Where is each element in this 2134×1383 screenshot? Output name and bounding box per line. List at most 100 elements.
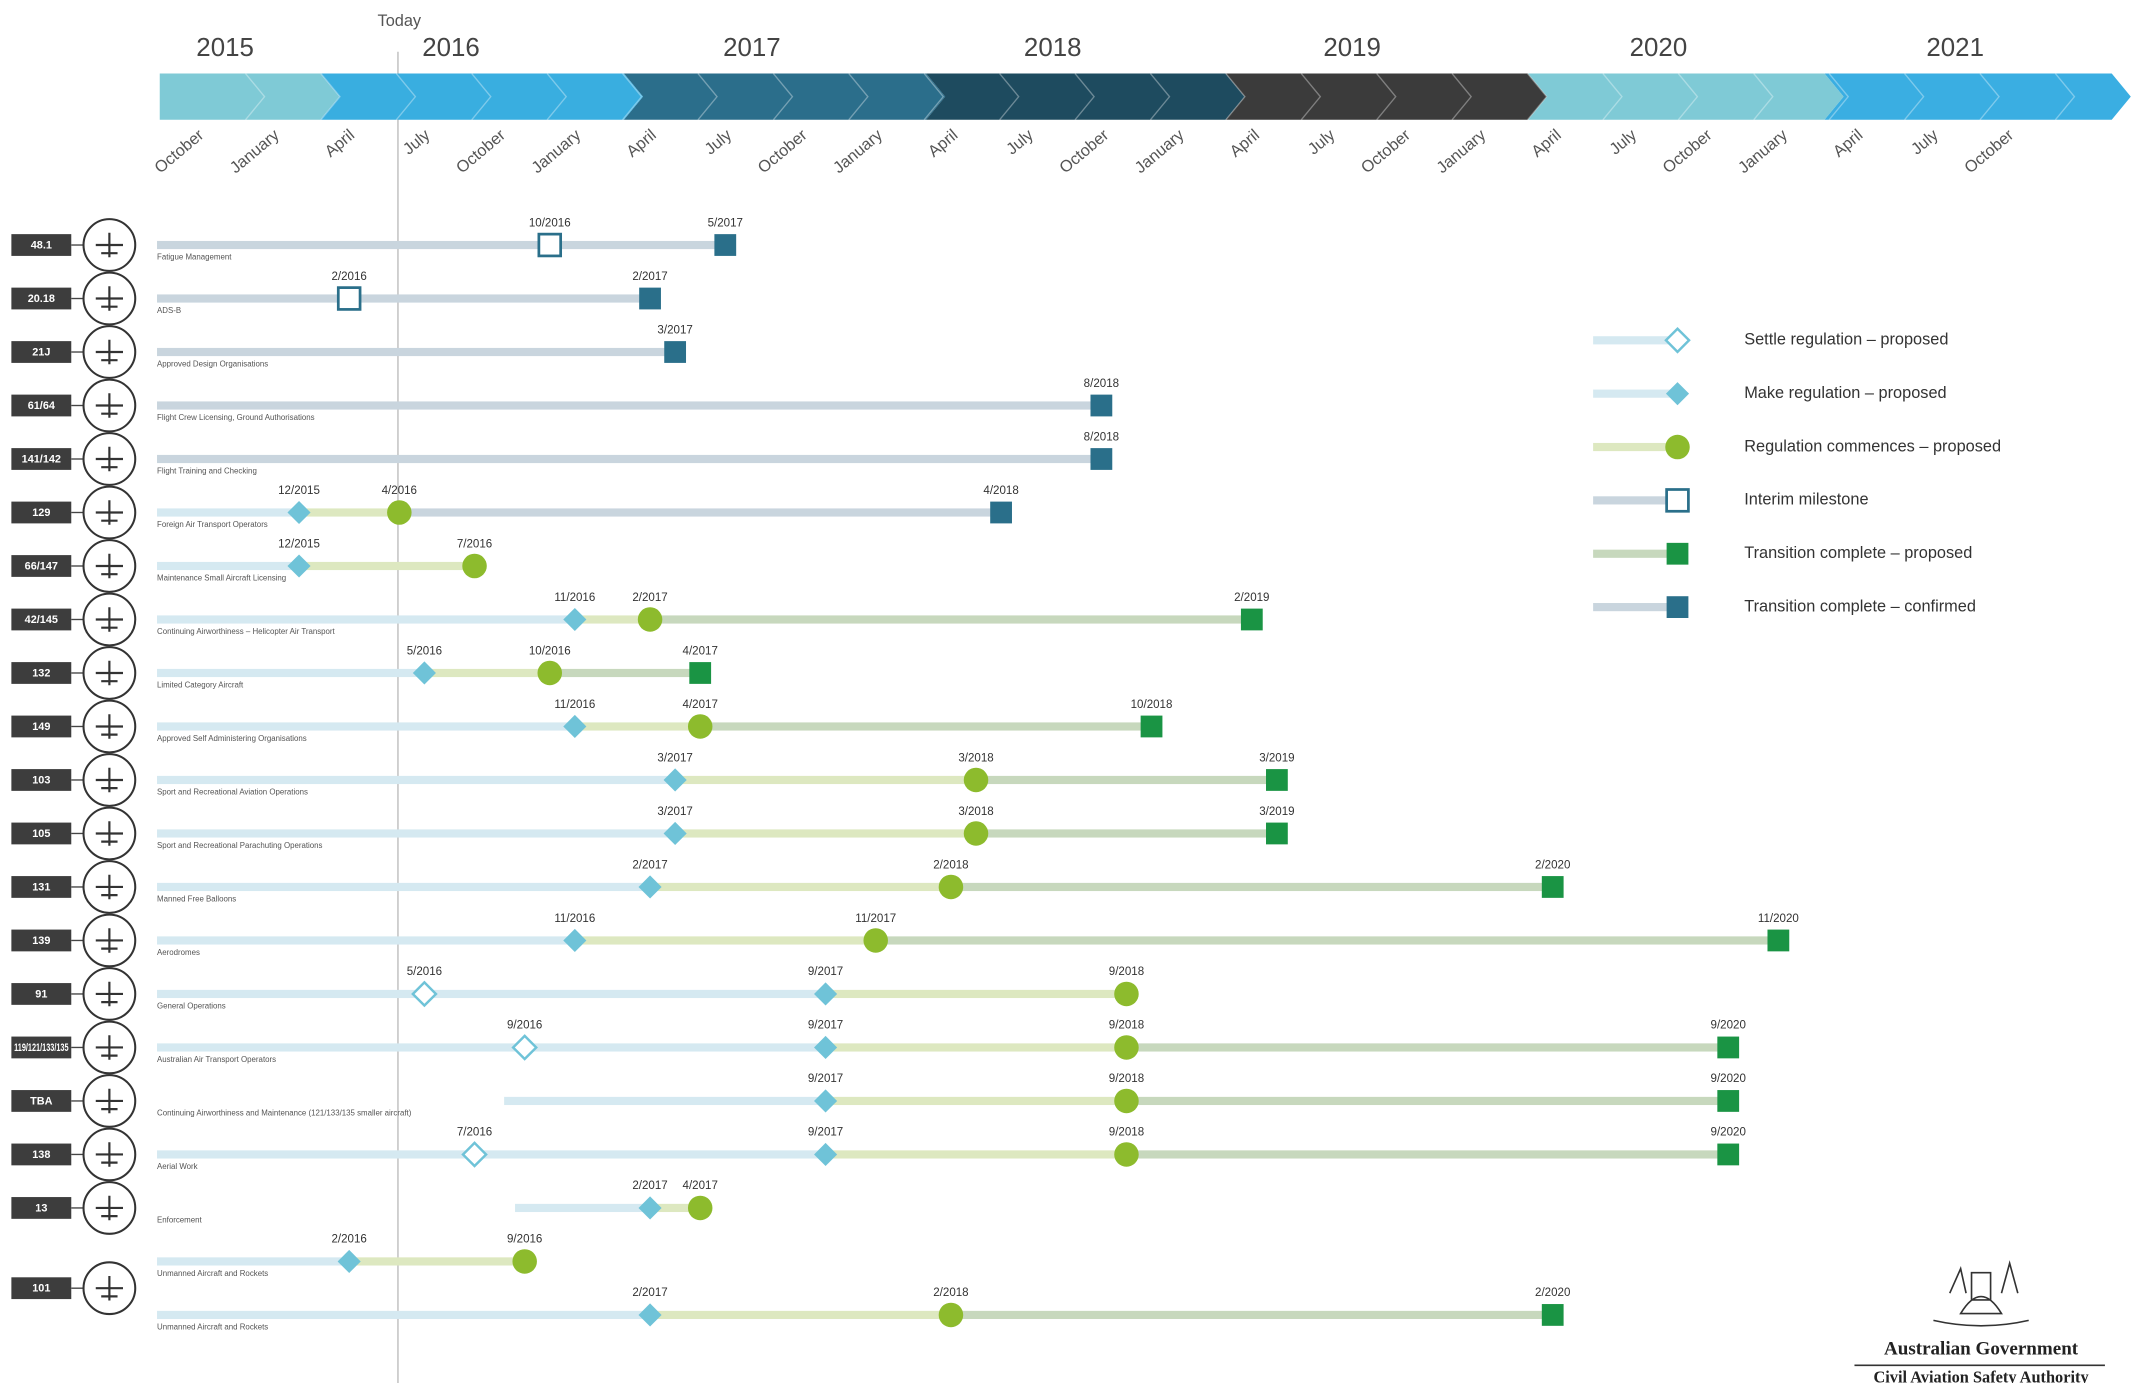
month-label: October [151, 126, 207, 177]
transition-confirmed-marker [714, 234, 737, 256]
bar-segment [157, 1310, 651, 1320]
make-marker [814, 1035, 838, 1060]
milestone-date: 9/2020 [1711, 1020, 1746, 1032]
milestone-date: 7/2016 [457, 1127, 492, 1139]
bar-description: Sport and Recreational Aviation Operatio… [157, 787, 308, 796]
milestone-date: 9/2017 [808, 966, 843, 978]
band-chevron [1300, 73, 1322, 121]
make-marker [337, 1249, 361, 1273]
make-marker [814, 982, 838, 1006]
milestone-date: 11/2016 [554, 592, 595, 604]
transition-confirmed-marker [639, 287, 661, 310]
make-marker [814, 1089, 838, 1113]
settle-marker [411, 980, 438, 1008]
band-segment [159, 73, 340, 120]
regulation-row: 149 Approved Self Administering Organisat… [11, 699, 1172, 754]
transition-proposed-marker [1140, 715, 1163, 738]
band-chevron [1526, 73, 1548, 121]
milestone-date: 11/2016 [554, 699, 595, 711]
band-segment [1824, 73, 2131, 120]
code-label: 48.1 [31, 240, 52, 252]
code-box [11, 822, 72, 845]
legend-label: Regulation commences – proposed [1744, 437, 2001, 455]
make-marker [638, 1303, 662, 1327]
bar-segment [825, 1096, 1127, 1106]
bar-segment [574, 615, 651, 624]
commence-marker [537, 660, 563, 686]
regulation-row: 129 Foreign Air Transport Operators 12/201… [11, 485, 1019, 540]
milestone-date: 2/2017 [632, 1287, 667, 1299]
bar-segment [1126, 1096, 1729, 1106]
month-label: October [755, 126, 811, 177]
settle-marker [511, 1034, 538, 1061]
code-box [11, 1197, 72, 1219]
band-chevron [999, 73, 1020, 121]
bar-segment [650, 615, 1252, 624]
bar-segment [825, 1150, 1127, 1159]
band-chevron [923, 73, 945, 121]
bar-description: Aerodromes [157, 948, 200, 957]
code-label: 21J [32, 347, 50, 359]
milestone-date: 5/2016 [407, 645, 442, 657]
milestone-date: 9/2018 [1109, 966, 1144, 978]
band-chevron [244, 73, 266, 121]
commence-marker [512, 1249, 537, 1274]
band-chevron [1753, 73, 1774, 121]
milestone-date: 3/2019 [1259, 806, 1294, 818]
code-box [11, 929, 72, 952]
code-box [11, 876, 72, 898]
transition-proposed-marker [1240, 608, 1263, 631]
code-box [11, 287, 72, 310]
bar-segment [157, 829, 676, 838]
commence-marker [963, 767, 989, 793]
code-label: 42/145 [25, 614, 58, 626]
code-box [11, 662, 72, 684]
regulation-row: 131 Manned Free Balloons 2/2017 2/2018 2/202… [11, 859, 1570, 914]
bar-segment [675, 775, 977, 785]
band-segment [623, 73, 946, 120]
band-segment [320, 73, 643, 120]
milestone-date: 9/2016 [507, 1234, 542, 1246]
row-icon-glyph [95, 393, 123, 418]
bar-segment [157, 722, 575, 731]
bar-segment [524, 1043, 826, 1052]
milestone-date: 2/2020 [1535, 1287, 1570, 1299]
bar-segment [299, 561, 475, 571]
legend-marker [1665, 434, 1690, 460]
bar-segment [157, 240, 550, 250]
legend-label: Make regulation – proposed [1744, 384, 1946, 402]
code-label: 132 [32, 668, 50, 680]
row-icon-glyph [95, 1088, 123, 1114]
milestone-date: 2/2017 [632, 1180, 667, 1192]
code-label: 119/121/133/135 [14, 1042, 68, 1054]
bar-description: Maintenance Small Aircraft Licensing [157, 573, 286, 582]
bar-segment [875, 936, 1779, 945]
transition-proposed-marker [1266, 769, 1288, 791]
legend-line [1593, 442, 1675, 452]
legend-marker [1666, 542, 1689, 565]
band-chevron [622, 73, 643, 121]
milestone-date: 9/2018 [1109, 1127, 1144, 1139]
month-label: April [1830, 126, 1867, 161]
make-marker [412, 661, 436, 685]
code-box [11, 394, 72, 417]
code-box [11, 234, 72, 256]
make-marker [663, 821, 687, 846]
band-chevron [395, 73, 417, 121]
commence-marker [687, 714, 713, 739]
milestone-date: 5/2017 [708, 217, 743, 229]
commence-marker [1114, 981, 1139, 1007]
legend-marker [1665, 382, 1690, 406]
milestone-date: 4/2016 [382, 485, 417, 497]
bar-segment [424, 989, 826, 999]
band-chevron [1979, 73, 2000, 121]
bar-description: Approved Self Administering Organisation… [157, 734, 307, 743]
month-label: October [453, 126, 509, 177]
make-marker [638, 875, 662, 899]
bar-segment [157, 615, 575, 624]
milestone-date: 3/2017 [657, 324, 692, 336]
regulation-row: 101 Unmanned Aircraft and Rockets 2/2016 9/… [11, 1234, 1570, 1331]
bar-description: Sport and Recreational Parachuting Opera… [157, 841, 323, 850]
code-box [11, 501, 72, 524]
bar-segment [299, 508, 400, 517]
